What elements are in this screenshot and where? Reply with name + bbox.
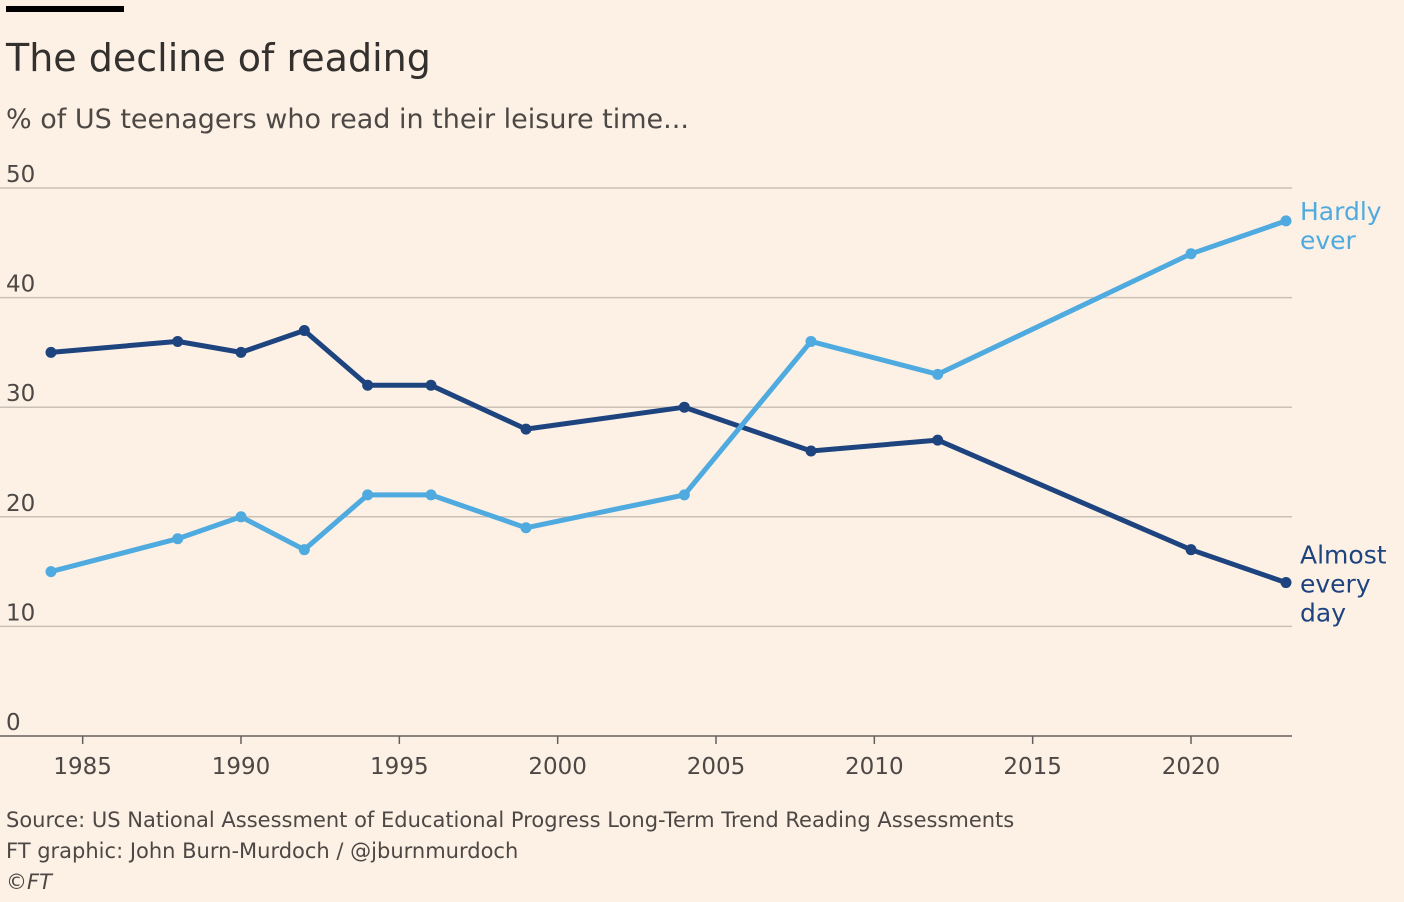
data-point-hardly-ever [172, 533, 184, 545]
data-point-hardly-ever [678, 489, 690, 501]
series-label-hardly-ever: ever [1300, 226, 1357, 255]
data-point-hardly-ever [805, 335, 817, 347]
data-point-hardly-ever [932, 368, 944, 380]
series-label-almost-every-day: every [1300, 570, 1371, 599]
data-point-almost-every-day [678, 401, 690, 413]
source-note: Source: US National Assessment of Educat… [6, 808, 1015, 832]
data-point-almost-every-day [1185, 544, 1197, 556]
data-point-hardly-ever [1280, 215, 1292, 227]
series-label-almost-every-day: Almost [1300, 541, 1387, 570]
copyright-note: ©FT [6, 870, 52, 894]
x-tick-label: 1995 [370, 754, 429, 780]
data-point-almost-every-day [45, 346, 57, 358]
y-axis-ticks: 0 10 20 30 40 50 [6, 162, 35, 736]
x-tick-label: 2000 [528, 754, 587, 780]
chart-subtitle: % of US teenagers who read in their leis… [6, 104, 689, 135]
series-line-hardly-ever [48, 218, 1289, 575]
grid-lines [0, 187, 1292, 737]
brand-bar [6, 6, 124, 12]
data-point-hardly-ever [425, 489, 437, 501]
series-line-almost-every-day [48, 328, 1289, 586]
series-label-hardly-ever: Hardly [1300, 197, 1382, 226]
graphic-credit: FT graphic: John Burn-Murdoch / @jburnmu… [6, 839, 519, 863]
data-point-hardly-ever [235, 511, 247, 523]
data-point-almost-every-day [520, 423, 532, 435]
data-point-almost-every-day [235, 346, 247, 358]
series-lines [45, 215, 1292, 589]
data-point-hardly-ever [520, 522, 532, 534]
series-label-almost-every-day: day [1300, 599, 1346, 628]
data-point-almost-every-day [362, 379, 374, 391]
data-point-almost-every-day [932, 434, 944, 446]
data-point-almost-every-day [805, 445, 817, 457]
y-tick-label: 50 [6, 162, 35, 188]
x-tick-label: 2015 [1003, 754, 1062, 780]
chart-title: The decline of reading [6, 36, 431, 80]
x-axis-ticks: 1985 1990 1995 2000 2005 2010 2015 2020 [53, 736, 1220, 780]
data-point-hardly-ever [298, 544, 310, 556]
data-point-hardly-ever [1185, 248, 1197, 260]
data-point-almost-every-day [172, 335, 184, 347]
y-tick-label: 30 [6, 381, 35, 407]
line-chart: 0 10 20 30 40 50 1985 1990 1995 2000 2005 2010 2015… [0, 162, 1387, 780]
data-point-almost-every-day [298, 324, 310, 336]
y-tick-label: 10 [6, 600, 35, 626]
x-tick-label: 1985 [53, 754, 112, 780]
x-tick-label: 2005 [687, 754, 746, 780]
y-tick-label: 0 [6, 710, 21, 736]
x-tick-label: 2010 [845, 754, 904, 780]
y-tick-label: 20 [6, 491, 35, 517]
data-point-almost-every-day [1280, 577, 1292, 589]
x-tick-label: 1990 [212, 754, 271, 780]
y-tick-label: 40 [6, 272, 35, 298]
data-point-hardly-ever [362, 489, 374, 501]
data-point-almost-every-day [425, 379, 437, 391]
x-tick-label: 2020 [1162, 754, 1221, 780]
data-point-hardly-ever [45, 566, 57, 578]
